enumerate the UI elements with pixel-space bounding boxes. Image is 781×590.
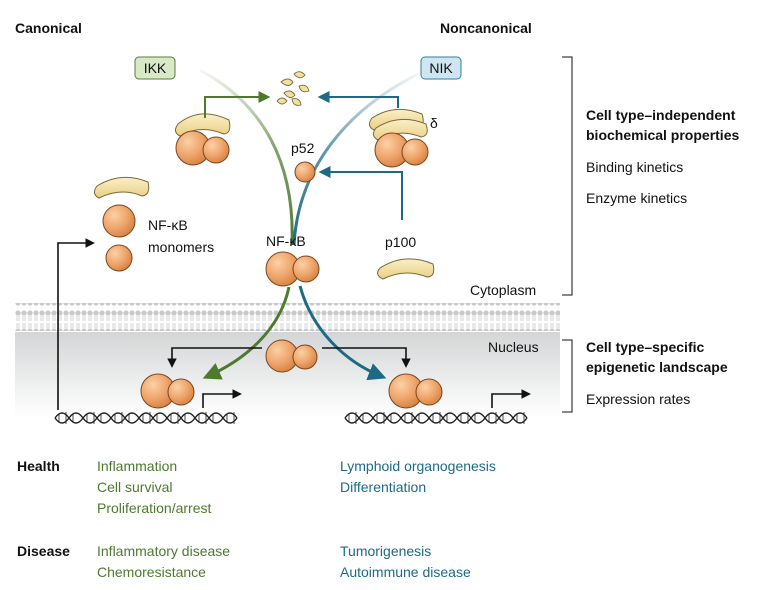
noncanonical-dna-helix-icon — [344, 412, 528, 424]
canonical-transcription-arrow — [202, 389, 242, 408]
delta-label: δ — [430, 115, 438, 131]
enzyme-kinetics-label: Enzyme kinetics — [586, 190, 687, 206]
independent-title-line1: Cell type–independent — [586, 107, 736, 123]
canonical-bound-dimer-right — [167, 378, 195, 406]
noncanonical-translocation-arrow — [298, 285, 387, 381]
disease-noncanonical-item: Tumorigenesis — [340, 543, 431, 559]
monomer-small — [105, 244, 133, 272]
left-binding-arrow — [167, 347, 262, 368]
canonical-header: Canonical — [15, 20, 82, 36]
nucleus-label: Nucleus — [488, 339, 539, 355]
health-label: Health — [17, 458, 60, 474]
health-noncanonical-item: Differentiation — [340, 479, 426, 495]
nfkb-dimer-right — [292, 255, 320, 283]
nuclear-dimer-right — [292, 344, 318, 370]
specific-title-line2: epigenetic landscape — [586, 359, 728, 375]
noncanonical-transcription-arrow — [491, 389, 531, 408]
health-canonical-item: Proliferation/arrest — [97, 500, 211, 516]
monomers-label-line2: monomers — [148, 239, 214, 255]
disease-canonical-item: Chemoresistance — [97, 564, 206, 580]
p100-inhibitor — [377, 258, 435, 280]
canonical-inactive-complex — [174, 113, 231, 166]
p100-processing-arrow — [318, 166, 403, 220]
independent-title-line2: biochemical properties — [586, 127, 739, 143]
nik-pathway-curve — [292, 71, 421, 246]
p52-subunit — [294, 161, 316, 183]
disease-label: Disease — [17, 543, 70, 559]
nik-box: NIK — [420, 56, 462, 80]
canonical-degradation-arrow — [204, 91, 271, 118]
disease-noncanonical-item: Autoimmune disease — [340, 564, 471, 580]
specific-title-line1: Cell type–specific — [586, 339, 704, 355]
ikk-pathway-curve — [199, 68, 294, 246]
binding-kinetics-label: Binding kinetics — [586, 159, 683, 175]
cytoplasm-label: Cytoplasm — [470, 282, 536, 298]
monomer-inhibitor — [93, 176, 150, 199]
noncanonical-header: Noncanonical — [440, 20, 532, 36]
noncanonical-degradation-arrow — [317, 91, 399, 108]
health-canonical-item: Cell survival — [97, 479, 172, 495]
noncanonical-inactive-complex — [368, 108, 429, 168]
canonical-dna-helix-icon — [54, 412, 238, 424]
nfkb-label: NF-κB — [266, 233, 306, 249]
nik-label: NIK — [429, 60, 453, 76]
feedback-arrow — [57, 238, 95, 410]
monomer-large — [102, 204, 136, 238]
health-canonical-item: Inflammation — [97, 458, 177, 474]
canonical-translocation-arrow — [202, 286, 291, 380]
degraded-fragments-icon — [276, 71, 310, 106]
disease-canonical-item: Inflammatory disease — [97, 543, 230, 559]
ikk-label: IKK — [144, 60, 167, 76]
p52-label: p52 — [291, 140, 315, 156]
right-binding-arrow — [322, 347, 411, 368]
independent-bracket — [562, 56, 573, 296]
expression-rates-label: Expression rates — [586, 391, 690, 407]
ikk-box: IKK — [134, 56, 176, 80]
monomers-label-line1: NF-κB — [148, 217, 188, 233]
p100-label: p100 — [385, 234, 416, 250]
noncanonical-bound-dimer-right — [415, 378, 443, 406]
specific-bracket — [562, 339, 573, 413]
nuclear-membrane — [15, 303, 560, 331]
health-noncanonical-item: Lymphoid organogenesis — [340, 458, 496, 474]
